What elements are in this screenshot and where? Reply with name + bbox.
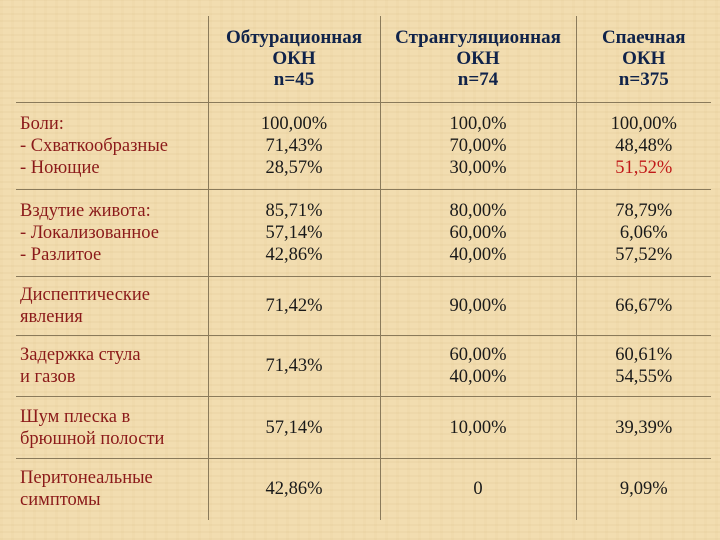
cell-value: 54,55%	[615, 367, 673, 388]
row-label-dyspeptic: Диспептические явления	[16, 275, 209, 336]
table-row: Шум плеска в брюшной полости 57,14% 10,0…	[16, 396, 711, 459]
header-obturation-line-3: n=45	[273, 69, 315, 91]
cell-strangulation: 10,00%	[379, 396, 577, 459]
cell-adhesive: 9,09%	[575, 457, 711, 520]
cell-value: 71,43%	[265, 356, 323, 377]
row-label-line: и газов	[20, 367, 76, 388]
row-label-line: - Схваткообразные	[20, 135, 168, 156]
row-label-line: симптомы	[20, 490, 101, 511]
header-obturation-line-1: Обтурационная	[226, 27, 362, 49]
header-row: Обтурационная ОКН n=45 Странгуляционная …	[16, 16, 711, 103]
cell-value: 66,67%	[615, 295, 673, 316]
table-row: Боли: - Схваткообразные - Ноющие 100,00%…	[16, 101, 711, 191]
row-label-splash-noise: Шум плеска в брюшной полости	[16, 396, 209, 459]
cell-value: 42,86%	[265, 479, 323, 500]
cell-strangulation: 90,00%	[379, 275, 577, 336]
cell-value: 9,09%	[619, 479, 668, 500]
cell-value: 40,00%	[449, 367, 507, 388]
cell-value: 57,52%	[615, 244, 673, 265]
cell-adhesive: 39,39%	[575, 396, 711, 459]
cell-value: 57,14%	[265, 222, 323, 243]
cell-obturation: 42,86%	[207, 457, 381, 520]
cell-strangulation: 60,00% 40,00%	[379, 334, 577, 398]
cell-value: 60,00%	[449, 345, 507, 366]
cell-adhesive: 66,67%	[575, 275, 711, 336]
cell-value: 78,79%	[615, 200, 673, 221]
header-strangulation-line-2: ОКН	[456, 48, 500, 70]
cell-value: 10,00%	[449, 417, 507, 438]
cell-value: 0	[473, 479, 483, 500]
row-label-line: - Локализованное	[20, 222, 159, 243]
comparison-table-slide: Обтурационная ОКН n=45 Странгуляционная …	[16, 16, 711, 520]
cell-strangulation: 0	[379, 457, 577, 520]
row-label-stool-retention: Задержка стула и газов	[16, 334, 209, 398]
header-adhesive: Спаечная ОКН n=375	[575, 16, 711, 103]
table-row: Диспептические явления 71,42% 90,00% 66,…	[16, 275, 711, 336]
row-label-line: - Ноющие	[20, 157, 100, 178]
cell-strangulation: 80,00% 60,00% 40,00%	[379, 189, 577, 277]
table-row: Вздутие живота: - Локализованное - Разли…	[16, 189, 711, 277]
cell-value: 28,57%	[265, 157, 323, 178]
row-label-line: Задержка стула	[20, 345, 141, 366]
header-strangulation: Странгуляционная ОКН n=74	[379, 16, 577, 103]
table-row: Перитонеальные симптомы 42,86% 0 9,09%	[16, 457, 711, 520]
row-label-line: Вздутие живота:	[20, 200, 151, 221]
cell-strangulation: 100,0% 70,00% 30,00%	[379, 101, 577, 191]
cell-value: 57,14%	[265, 417, 323, 438]
cell-obturation: 100,00% 71,43% 28,57%	[207, 101, 381, 191]
header-adhesive-line-1: Спаечная	[601, 27, 686, 49]
cell-value: 90,00%	[449, 295, 507, 316]
cell-value: 42,86%	[265, 244, 323, 265]
cell-value: 71,43%	[265, 135, 323, 156]
row-label-line: явления	[20, 306, 83, 327]
cell-value: 6,06%	[619, 222, 668, 243]
cell-value: 39,39%	[615, 417, 673, 438]
symptom-comparison-table: Обтурационная ОКН n=45 Странгуляционная …	[16, 16, 711, 520]
cell-value: 60,00%	[449, 222, 507, 243]
cell-obturation: 85,71% 57,14% 42,86%	[207, 189, 381, 277]
header-corner-cell	[16, 16, 209, 103]
header-obturation: Обтурационная ОКН n=45	[207, 16, 381, 103]
header-strangulation-line-3: n=74	[457, 69, 499, 91]
cell-value: 40,00%	[449, 244, 507, 265]
cell-value: 70,00%	[449, 135, 507, 156]
cell-value: 100,00%	[260, 113, 328, 134]
cell-obturation: 71,43%	[207, 334, 381, 398]
cell-value: 60,61%	[615, 345, 673, 366]
cell-value-highlighted: 51,52%	[615, 157, 673, 178]
cell-value: 100,00%	[610, 113, 677, 134]
header-adhesive-line-2: ОКН	[622, 48, 666, 70]
row-label-bloating: Вздутие живота: - Локализованное - Разли…	[16, 189, 209, 277]
row-label-peritoneal: Перитонеальные симптомы	[16, 457, 209, 520]
row-label-line: Диспептические	[20, 284, 151, 305]
cell-value: 100,0%	[449, 113, 507, 134]
header-obturation-line-2: ОКН	[272, 48, 316, 70]
cell-adhesive: 78,79% 6,06% 57,52%	[575, 189, 711, 277]
cell-value: 48,48%	[615, 135, 673, 156]
cell-obturation: 57,14%	[207, 396, 381, 459]
header-adhesive-line-3: n=375	[618, 69, 669, 91]
cell-obturation: 71,42%	[207, 275, 381, 336]
cell-value: 71,42%	[265, 295, 323, 316]
row-label-line: Боли:	[20, 113, 64, 134]
cell-value: 30,00%	[449, 157, 507, 178]
row-label-line: Перитонеальные	[20, 468, 153, 489]
header-strangulation-line-1: Странгуляционная	[395, 27, 561, 49]
row-label-pain: Боли: - Схваткообразные - Ноющие	[16, 101, 209, 191]
row-label-line: - Разлитое	[20, 244, 102, 265]
cell-adhesive: 100,00% 48,48% 51,52%	[575, 101, 711, 191]
cell-value: 85,71%	[265, 200, 323, 221]
row-label-line: брюшной полости	[20, 428, 165, 449]
cell-value: 80,00%	[449, 200, 507, 221]
row-label-line: Шум плеска в	[20, 406, 131, 427]
table-row: Задержка стула и газов 71,43% 60,00% 40,…	[16, 334, 711, 398]
cell-adhesive: 60,61% 54,55%	[575, 334, 711, 398]
